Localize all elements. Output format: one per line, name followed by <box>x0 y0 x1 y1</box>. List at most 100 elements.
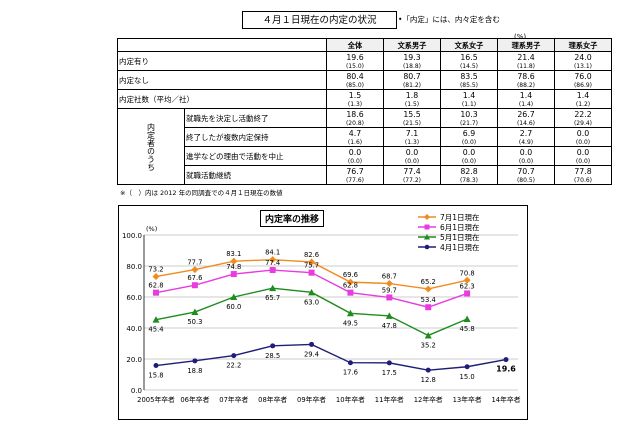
cell-prev-value: (0.0) <box>518 158 534 165</box>
table-cell: 76.7 (77.6) <box>326 165 384 185</box>
legend-entry: 6月1日現在 <box>440 222 480 232</box>
data-label: 59.7 <box>382 286 397 294</box>
data-point <box>424 285 432 293</box>
data-point <box>386 294 393 301</box>
y-axis-label: (%) <box>146 225 157 233</box>
table-cell: 78.6 (88.2) <box>497 70 555 90</box>
data-point <box>308 288 316 296</box>
table-cell: 80.4 (85.0) <box>326 70 384 90</box>
cell-value: 21.4 <box>517 53 535 62</box>
table-row: 内定なし 80.4 (85.0) 80.7 (81.2) 83.5 (85.5) 78.6 (8… <box>117 70 612 90</box>
cell-value: 0.0 <box>576 148 590 157</box>
legend-entry: 7月1日現在 <box>440 212 480 222</box>
y-tick-label: 20.0 <box>126 356 142 364</box>
cell-prev-value: (4.9) <box>518 139 534 146</box>
data-point <box>503 357 509 363</box>
cell-value: 19.3 <box>403 53 421 62</box>
table-cell: 22.2 (29.4) <box>554 108 612 128</box>
data-label: 65.7 <box>265 294 280 302</box>
cell-prev-value: (77.6) <box>345 177 365 184</box>
table-cell: 6.9 (0.0) <box>440 127 498 147</box>
column-header: 文系男子 <box>383 38 441 52</box>
data-label: 62.8 <box>148 282 163 290</box>
cell-prev-value: (20.8) <box>345 120 365 127</box>
cell-prev-value: (0.0) <box>404 158 420 165</box>
data-point <box>192 358 198 364</box>
data-point <box>269 256 277 264</box>
data-label: 82.6 <box>304 251 319 259</box>
table-cell: 0.0 (0.0) <box>554 146 612 166</box>
cell-prev-value: (15.0) <box>345 63 365 70</box>
table-cell: 80.7 (81.2) <box>383 70 441 90</box>
data-point <box>152 316 160 323</box>
cell-value: 77.4 <box>403 167 421 176</box>
table-corner <box>117 38 327 52</box>
cell-value: 83.5 <box>460 72 478 81</box>
row-label: 就職活動継続 <box>184 165 327 185</box>
data-label: 50.3 <box>187 318 202 326</box>
table-cell: 1.4 (1.4) <box>497 89 555 109</box>
cell-value: 70.7 <box>517 167 535 176</box>
row-label: 就職先を決定し活動終了 <box>184 108 327 128</box>
data-point <box>191 266 199 274</box>
cell-prev-value: (1.3) <box>404 139 420 146</box>
data-label: 29.4 <box>304 350 319 358</box>
y-tick-label: 0.0 <box>131 387 142 395</box>
cell-prev-value: (77.2) <box>402 177 422 184</box>
row-label: 終了したが複数内定保持 <box>184 127 327 147</box>
table-cell: 16.5 (14.5) <box>440 51 498 71</box>
line-chart: 0.0 20.0 40.0 60.0 80.0 100.0 (%) 2005年卒者 06年卒者 0… <box>122 212 521 404</box>
cell-prev-value: (21.5) <box>402 120 422 127</box>
row-label: 内定社数（平均／社） <box>117 89 327 109</box>
table-row: 内定社数（平均／社） 1.5 (1.3) 1.8 (1.5) 1.4 (1.1) 1.4 (1.… <box>117 89 612 109</box>
cell-prev-value: (13.1) <box>573 63 593 70</box>
data-point <box>152 273 160 281</box>
table-row: 内定者のうち 就職先を決定し活動終了 18.6 (20.8) 15.5 (21.5) 10.… <box>117 108 612 185</box>
column-header: 文系女子 <box>440 38 498 52</box>
x-tick-label: 09年卒者 <box>297 395 326 404</box>
cell-prev-value: (70.6) <box>573 177 593 184</box>
table-cell: 2.7 (4.9) <box>497 127 555 147</box>
data-point <box>425 304 432 311</box>
data-point <box>385 312 393 319</box>
legend-marker <box>424 214 430 220</box>
data-point <box>230 293 238 300</box>
table-row: 進学などの理由で活動を中止 0.0 (0.0) 0.0 (0.0) 0.0 (0.0) 0.0… <box>118 146 612 166</box>
data-label: 73.2 <box>148 266 163 274</box>
cell-value: 0.0 <box>519 148 533 157</box>
table-title: ４月１日現在の内定の状況 <box>242 11 397 29</box>
x-tick-label: 06年卒者 <box>180 395 209 404</box>
table-row: 終了したが複数内定保持 4.7 (1.6) 7.1 (1.3) 6.9 (0.0) 2.7 (4… <box>118 127 612 147</box>
table-cell: 15.5 (21.5) <box>383 108 441 128</box>
x-tick-label: 2005年卒者 <box>137 395 175 404</box>
data-label: 15.8 <box>148 372 163 380</box>
cell-prev-value: (85.5) <box>459 82 479 89</box>
data-point <box>269 267 276 274</box>
table-cell: 0.0 (0.0) <box>326 146 384 166</box>
cell-value: 1.4 <box>519 91 533 100</box>
data-point <box>464 364 470 370</box>
data-point <box>230 257 238 265</box>
table-note: •「内定」には、内々定を含む <box>398 15 500 24</box>
cell-value: 15.5 <box>403 110 421 119</box>
cell-prev-value: (0.0) <box>575 139 591 146</box>
x-tick-label: 08年卒者 <box>258 395 287 404</box>
data-point <box>231 353 237 359</box>
legend-marker <box>424 224 430 230</box>
row-label: 進学などの理由で活動を中止 <box>184 146 327 166</box>
table-cell: 0.0 (0.0) <box>497 146 555 166</box>
data-label: 70.8 <box>460 269 475 277</box>
data-label: 17.6 <box>343 369 358 377</box>
data-point <box>347 289 354 296</box>
table-unit: (%) <box>514 33 527 41</box>
data-point <box>346 278 354 286</box>
cell-value: 1.4 <box>576 91 590 100</box>
table-footnote: ※（ ）内は 2012 年の同調査での４月１日現在の数値 <box>120 189 283 197</box>
data-label: 49.5 <box>343 319 358 327</box>
data-label: 19.6 <box>496 365 516 374</box>
y-tick-label: 40.0 <box>126 325 142 333</box>
chart-frame <box>118 205 528 420</box>
legend-entry: 4月1日現在 <box>440 242 480 252</box>
table-cell: 77.4 (77.2) <box>383 165 441 185</box>
table-cell: 7.1 (1.3) <box>383 127 441 147</box>
